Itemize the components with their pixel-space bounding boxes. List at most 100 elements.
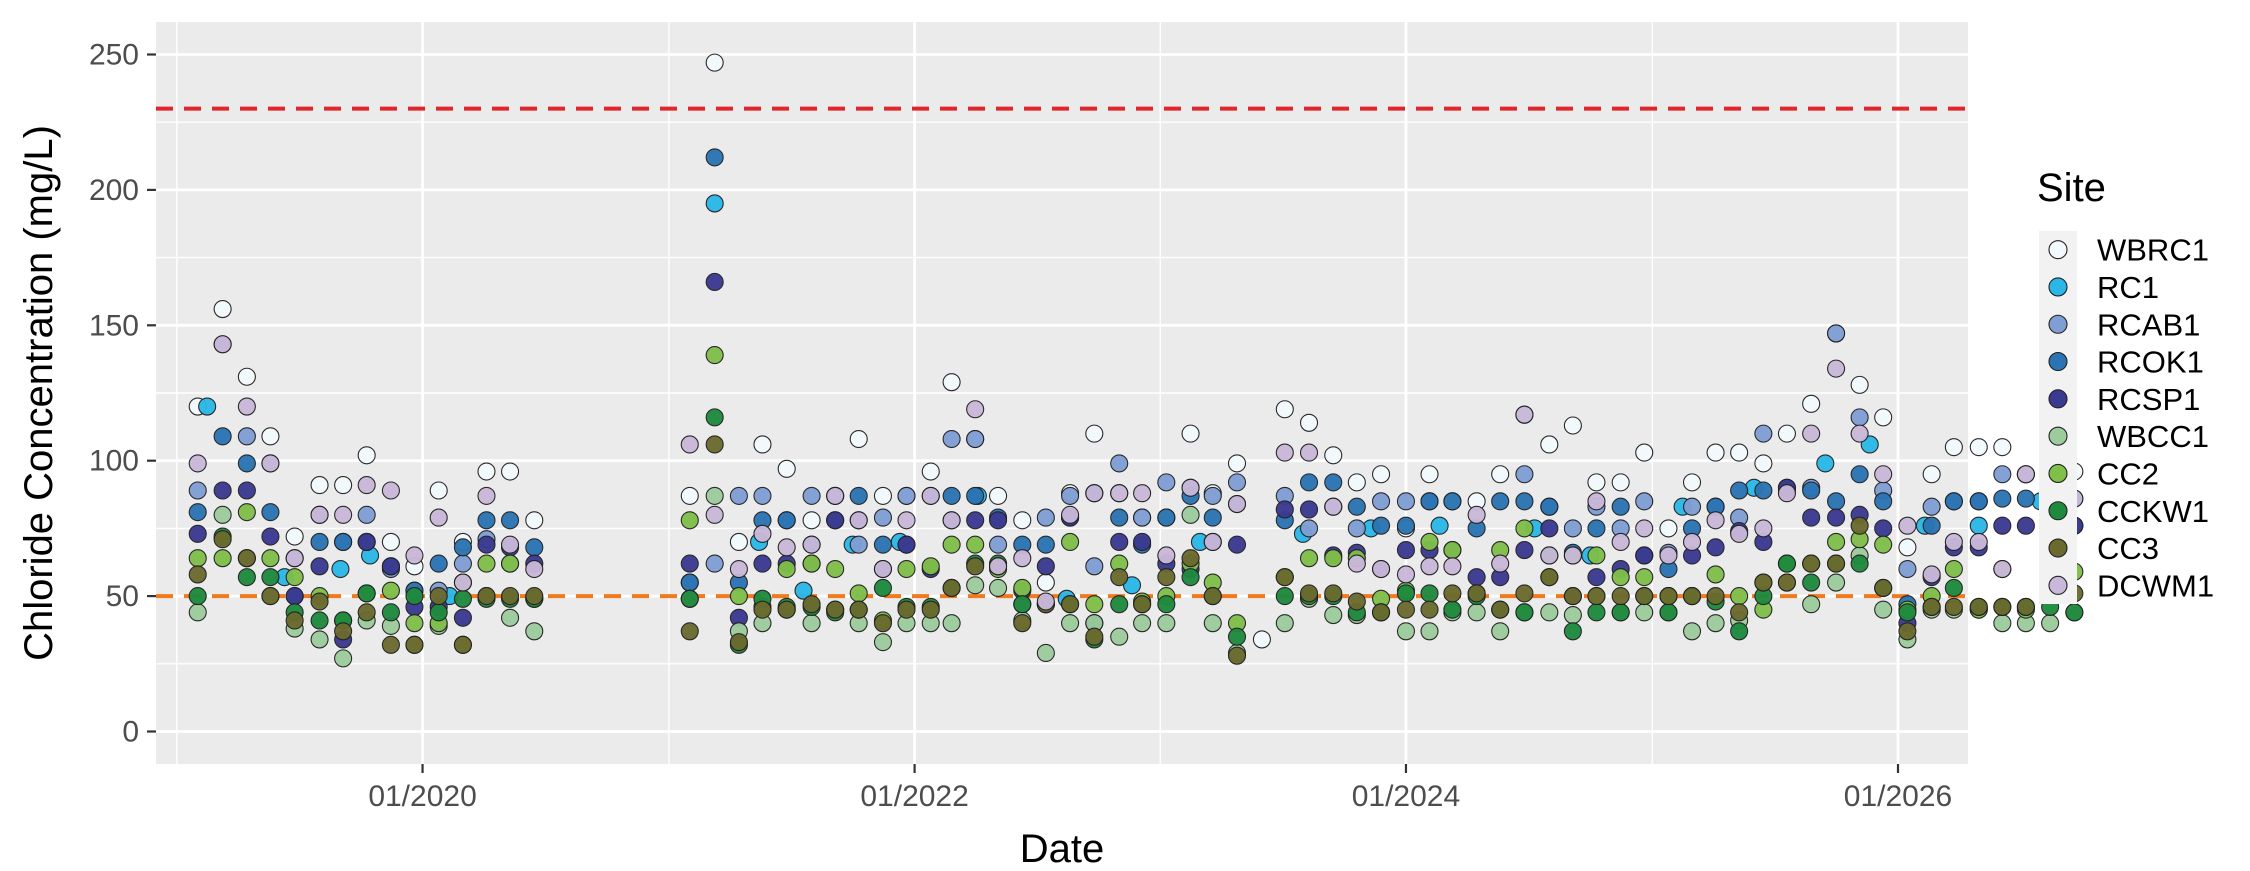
data-point [753, 486, 772, 505]
data-point [1203, 614, 1222, 633]
data-point [1874, 578, 1893, 598]
data-point [237, 454, 256, 473]
data-point [1922, 597, 1941, 616]
data-point [1396, 541, 1416, 560]
data-point [966, 429, 985, 449]
data-point [1563, 587, 1582, 606]
legend-label: WBRC1 [2097, 233, 2209, 268]
data-point [1110, 508, 1129, 527]
data-point [261, 427, 280, 446]
data-point [310, 476, 329, 495]
data-point [989, 557, 1008, 576]
data-point [1181, 505, 1200, 524]
data-point [1181, 549, 1200, 568]
data-point [826, 486, 845, 505]
data-point [989, 578, 1008, 598]
data-point [897, 559, 916, 579]
data-point [1659, 603, 1678, 622]
data-point [1563, 519, 1582, 538]
data-point [501, 554, 520, 573]
data-point [1467, 505, 1486, 524]
data-point [966, 511, 985, 530]
data-point [188, 454, 207, 473]
y-tick-label: 150 [89, 309, 139, 342]
data-point [1969, 516, 1988, 535]
data-point [1802, 573, 1821, 592]
data-point [1299, 473, 1319, 492]
data-point [310, 557, 329, 576]
data-point [1227, 494, 1247, 514]
data-point [1922, 497, 1941, 516]
data-point [310, 505, 329, 524]
data-point [213, 549, 232, 568]
data-point [1659, 519, 1678, 538]
data-point [405, 635, 424, 654]
data-point [1706, 614, 1725, 633]
data-point [1827, 492, 1846, 511]
data-point [942, 578, 961, 598]
y-axis: 0 50 100 150 200 250 [89, 38, 156, 749]
data-point [1706, 565, 1725, 584]
data-point [705, 272, 724, 292]
data-point [989, 511, 1008, 530]
x-tick-label: 01/2020 [368, 780, 476, 813]
data-point [1181, 478, 1200, 497]
data-point [1420, 532, 1439, 551]
data-point [849, 511, 868, 530]
data-point [1969, 597, 1988, 616]
data-point [1777, 484, 1796, 503]
data-point [1850, 424, 1869, 443]
data-point [237, 568, 256, 587]
data-point [310, 592, 329, 611]
data-point [357, 584, 376, 603]
data-point [1730, 587, 1749, 606]
legend-swatch [2048, 538, 2068, 558]
legend-label: RCOK1 [2097, 345, 2204, 380]
data-point [1181, 568, 1200, 587]
data-point [1203, 587, 1222, 606]
data-point [1635, 443, 1654, 462]
data-point [213, 300, 232, 319]
data-point [1874, 519, 1893, 538]
data-point [188, 503, 207, 522]
minor-gridlines [156, 22, 1968, 764]
data-point [1110, 627, 1129, 646]
data-point [237, 503, 256, 522]
data-point [802, 511, 821, 530]
data-point [921, 600, 940, 619]
legend-title: Site [2037, 166, 2106, 210]
data-point [680, 486, 699, 505]
data-point [405, 546, 424, 565]
data-point [1515, 541, 1534, 560]
data-point [1944, 532, 1963, 551]
data-point [1754, 481, 1773, 500]
data-point [680, 573, 699, 592]
data-point [213, 481, 232, 500]
data-point [453, 589, 472, 608]
data-point [1347, 519, 1366, 538]
data-point [501, 608, 520, 627]
data-point [1635, 546, 1654, 565]
data-point [429, 481, 448, 500]
data-point [1635, 603, 1654, 622]
data-point [1898, 603, 1917, 622]
data-point [477, 587, 496, 606]
data-point [1420, 465, 1439, 484]
data-point [1430, 516, 1449, 535]
legend-label: RC1 [2097, 270, 2159, 305]
data-point [1515, 603, 1534, 622]
data-point [1324, 473, 1343, 492]
data-point [1036, 592, 1055, 611]
data-point [705, 486, 724, 505]
data-point [729, 532, 748, 551]
data-point [1802, 424, 1821, 443]
data-point [1635, 587, 1654, 606]
data-point [1203, 508, 1222, 527]
data-point [897, 486, 916, 505]
data-point [1324, 606, 1343, 625]
data-point [1898, 559, 1917, 579]
data-point [942, 429, 961, 449]
data-point [525, 511, 544, 530]
data-point [1587, 492, 1606, 511]
data-point [1013, 578, 1032, 598]
